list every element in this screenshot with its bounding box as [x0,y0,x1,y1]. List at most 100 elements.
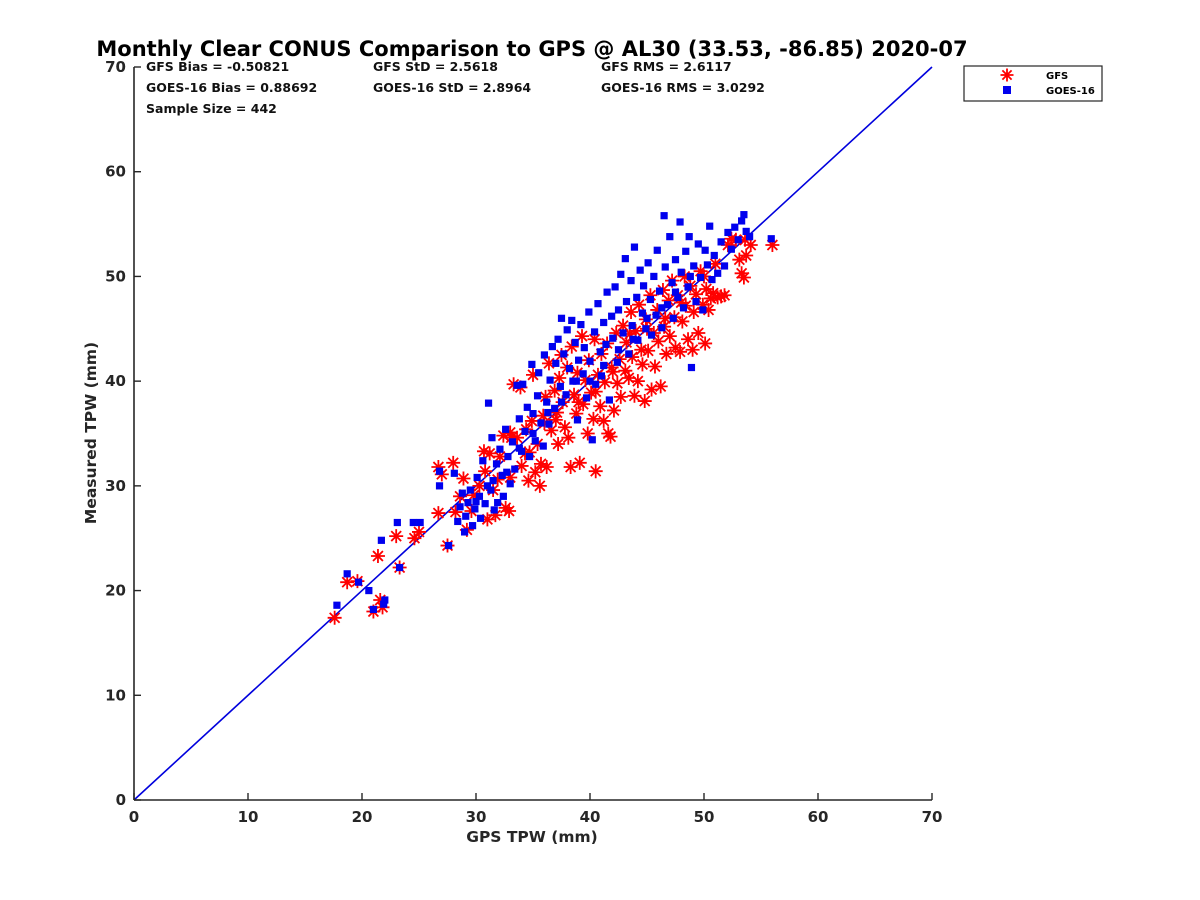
gfs-point [738,232,753,247]
goes-16-point [539,442,547,450]
goes-16-point [483,482,491,490]
gfs-point [708,256,723,271]
goes-16-point [476,514,485,522]
goes-16-point [767,235,775,243]
gfs-point [653,379,668,394]
goes-16-point [504,452,512,461]
goes-16-point [671,288,680,296]
gfs-point [492,449,507,464]
goes-16-point [535,369,543,377]
gfs-point [521,473,536,488]
legend-box [963,65,1103,102]
gfs-point [570,365,585,380]
gfs-point [563,460,578,475]
gfs-point [606,403,621,418]
gfs-point [691,325,706,340]
goes-16-point [682,247,690,255]
goes-16-point [636,266,644,274]
gfs-point [567,387,582,402]
y-tick-label: 20 [105,582,126,600]
gfs-point [627,388,642,403]
gfs-point [641,343,656,358]
gfs-point [693,264,708,279]
gfs-point [616,318,631,333]
gfs-point [686,305,701,320]
gfs-point [536,408,551,423]
gfs-point [604,360,619,375]
goes-16-point [614,306,623,314]
goes-16-point [380,600,388,608]
gfs-point [677,269,692,284]
goes-16-point [445,541,453,550]
goes-16-point [701,246,709,254]
goes-16-point [668,279,676,287]
goes-16-point [529,429,537,438]
gfs-point [605,364,620,379]
goes-16-point [644,259,652,267]
goes-16-point [552,359,560,367]
x-tick-label: 70 [922,808,943,826]
goes-16-point [738,217,746,225]
gfs-point [503,425,518,440]
gfs-point [526,367,540,382]
goes-16-point [582,394,591,402]
gfs-point [674,295,689,310]
goes-16-point [613,358,621,366]
gfs-point [588,384,603,399]
gfs-point [557,420,572,435]
goes-16-point [502,425,510,433]
gfs-point [659,346,674,361]
goes-16-point [652,311,660,319]
goes-16-point [588,436,596,444]
goes-16-point [456,503,464,511]
x-tick-label: 20 [352,808,373,826]
gfs-point [327,610,342,625]
gfs-point [622,327,637,342]
goes-16-point [454,517,462,526]
gfs-point [651,334,666,349]
goes-16-point [529,410,537,418]
goes-16-point [677,268,685,276]
goes-16-point [540,351,548,359]
goes-16-point [475,492,484,500]
gfs-point [609,325,624,340]
legend-goes-16-marker [1003,86,1011,94]
goes-16-point [543,398,551,406]
goes-16-point [506,480,514,488]
y-tick-label: 70 [105,58,126,76]
goes-16-point [679,304,688,312]
goes-16-point [619,329,627,337]
goes-16-point [416,518,424,527]
goes-16-point [685,233,693,241]
x-axis-label: GPS TPW (mm) [466,828,598,846]
goes-16-point [622,297,631,306]
goes-16-point [513,381,521,389]
goes-16-point [435,482,444,490]
goes-16-point [521,427,529,436]
goes-16-point [731,223,739,231]
goes-16-series [333,211,775,614]
goes-16-point [634,336,642,344]
goes-16-point [655,287,664,295]
goes-16-point [653,246,661,254]
gfs-point [539,460,554,475]
goes-16-point [646,295,655,304]
goes-16-point [466,486,474,494]
y-tick-label: 60 [105,163,126,181]
goes-16-point [462,512,470,520]
goes-16-point [608,312,616,320]
gfs-point [720,238,735,253]
gfs-point [634,342,649,357]
goes-16-point [630,243,639,251]
x-axis-ticks: 0 10 20 30 40 50 60 70 [129,793,943,826]
x-tick-label: 50 [694,808,715,826]
goes-16-point [487,486,495,494]
goes-16-point [724,228,732,237]
gfs-point [619,335,634,350]
goes-16-point [710,251,718,260]
goes-16-point [511,465,519,473]
gfs-point [637,394,652,409]
goes-16-point [720,262,729,270]
gfs-point [569,406,584,421]
goes-16-point [333,601,341,609]
